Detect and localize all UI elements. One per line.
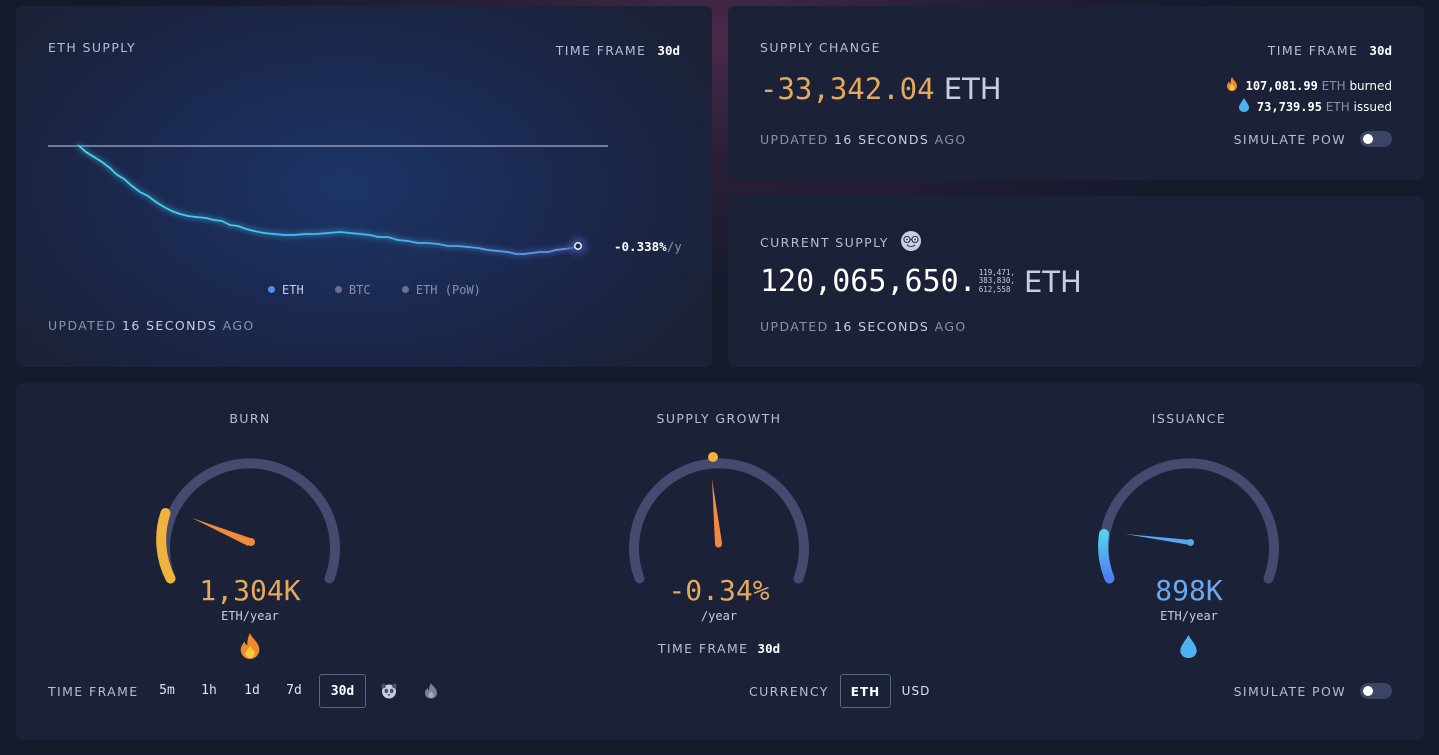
- issuance-gauge-fill: [1098, 529, 1115, 584]
- chart-end-dot[interactable]: [574, 242, 582, 250]
- legend-item-btc[interactable]: BTC: [334, 283, 371, 297]
- supply-change-updated: UPDATED 16 SECONDS AGO: [760, 132, 967, 147]
- supply-growth-gauge: SUPPLY GROWTH -0.34% /year TIME FRAME 30…: [619, 383, 819, 673]
- issuance-gauge: ISSUANCE 898K ETH/year: [1089, 383, 1289, 673]
- time-frame-30d-button[interactable]: 30d: [319, 674, 366, 708]
- eth-supply-line: [77, 144, 579, 255]
- time-frame-label: TIME FRAME: [555, 43, 647, 58]
- current-supply-card: CURRENT SUPPLY 120,065,650. 119,471, 383,8…: [728, 196, 1424, 367]
- current-supply-unit: ETH: [1023, 264, 1082, 299]
- current-supply-amount: 120,065,650. 119,471, 383,830, 612,558 ETH: [760, 264, 1082, 299]
- eth-supply-card: ETH SUPPLY TIME FRAME 30d -0.338%/y: [16, 6, 712, 367]
- supply-change-amount: -33,342.04 ETH: [760, 72, 1002, 106]
- legend-dot-btc: [334, 286, 342, 293]
- droplet-icon: [1237, 98, 1250, 118]
- legend-dot-eth: [268, 286, 275, 293]
- issuance-gauge-track: [1099, 458, 1279, 584]
- legend-dot-eth-pow: [401, 286, 409, 293]
- current-supply-value: 120,065,650.: [760, 264, 977, 299]
- burn-title: BURN: [229, 411, 271, 426]
- issuance-title: ISSUANCE: [1151, 411, 1227, 426]
- issuance-gauge-needle: [1125, 534, 1191, 545]
- burn-gauge-pivot: [247, 538, 255, 546]
- supply-growth-value: -0.34%: [668, 574, 770, 607]
- current-supply-header: CURRENT SUPPLY: [760, 230, 922, 256]
- supply-growth-unit: /year: [700, 609, 738, 623]
- fire-icon: [238, 633, 262, 663]
- supply-change-time-frame[interactable]: TIME FRAME 30d: [1267, 43, 1392, 58]
- eth-supply-chart: [48, 144, 608, 260]
- simulate-pow-toggle-top[interactable]: [1360, 131, 1392, 147]
- supply-growth-gauge-dial: [629, 452, 809, 584]
- time-frame-1h-button[interactable]: 1h: [201, 683, 217, 698]
- supply-rate-unit: /y: [666, 239, 682, 254]
- current-supply-updated: UPDATED 16 SECONDS AGO: [760, 319, 967, 334]
- legend-item-eth-pow[interactable]: ETH (PoW): [401, 283, 481, 297]
- issuance-gauge-pivot: [1187, 539, 1194, 546]
- supply-change-unit: ETH: [943, 72, 1002, 106]
- panda-icon[interactable]: [380, 682, 398, 704]
- current-supply-decimals: 119,471, 383,830, 612,558: [978, 267, 1015, 294]
- supply-change-title: SUPPLY CHANGE: [760, 40, 881, 55]
- supply-growth-gauge-needle: [712, 479, 722, 544]
- issuance-value: 898K: [1155, 574, 1223, 607]
- burn-unit: ETH/year: [221, 609, 279, 623]
- issuance-unit: ETH/year: [1160, 609, 1218, 623]
- simulate-pow-label-top: SIMULATE PoW: [1233, 132, 1346, 147]
- supply-rate: -0.338%/y: [614, 239, 682, 254]
- burn-gauge-fill: [156, 508, 176, 584]
- burn-gauge-track: [160, 458, 340, 584]
- time-frame-7d-button[interactable]: 7d: [286, 683, 302, 698]
- fire-icon: [1226, 77, 1238, 97]
- chart-legend: ETH BTC ETH (PoW): [268, 283, 481, 297]
- current-supply-title: CURRENT SUPPLY: [760, 235, 889, 250]
- issuance-gauge-dial: [1098, 458, 1279, 584]
- time-frame-value: 30d: [657, 43, 680, 58]
- eth-supply-updated: UPDATED 16 SECONDS AGO: [48, 318, 255, 333]
- supply-growth-gauge-marker: [708, 452, 718, 462]
- burn-gauge: BURN 1,304K ETH/year: [150, 383, 350, 673]
- burn-gauge-needle: [192, 518, 253, 546]
- simulate-pow-toggle[interactable]: [1360, 683, 1392, 699]
- burn-issue-summary: 107,081.99 ETH burned 73,739.95 ETH issu…: [1226, 76, 1392, 118]
- time-frame-1d-button[interactable]: 1d: [244, 683, 260, 698]
- supply-growth-title: SUPPLY GROWTH: [656, 411, 782, 426]
- eth-supply-title: ETH SUPPLY: [48, 40, 137, 55]
- nerd-face-icon: [900, 230, 922, 256]
- currency-label: CURRENCY: [749, 684, 829, 699]
- supply-change-card: SUPPLY CHANGE TIME FRAME 30d -33,342.04 …: [728, 6, 1424, 180]
- supply-growth-gauge-pivot: [715, 540, 722, 548]
- burn-gauge-dial: [156, 458, 340, 584]
- supply-growth-time-frame: TIME FRAME 30d: [657, 641, 781, 656]
- legend-item-eth[interactable]: ETH: [268, 283, 304, 297]
- supply-change-value: -33,342.04: [760, 72, 935, 106]
- currency-usd-button[interactable]: USD: [901, 684, 931, 698]
- burned-row: 107,081.99 ETH burned: [1226, 76, 1392, 97]
- toggle-knob: [1363, 686, 1373, 696]
- burn-value: 1,304K: [199, 574, 301, 607]
- gauges-card: BURN 1,304K ETH/year SUPPLY GROWTH -0.34…: [16, 383, 1424, 740]
- time-frame-5m-button[interactable]: 5m: [159, 683, 175, 698]
- issued-row: 73,739.95 ETH issued: [1226, 97, 1392, 118]
- droplet-icon: [1180, 635, 1197, 662]
- toggle-knob: [1363, 134, 1373, 144]
- supply-rate-value: -0.338%: [614, 239, 667, 254]
- supply-growth-gauge-track: [629, 458, 809, 584]
- time-frame-label: TIME FRAME: [48, 684, 139, 699]
- eth-supply-time-frame[interactable]: TIME FRAME 30d: [556, 40, 680, 59]
- simulate-pow-label: SIMULATE PoW: [1233, 684, 1346, 699]
- flame-icon[interactable]: [423, 682, 439, 703]
- currency-eth-button[interactable]: ETH: [840, 674, 891, 708]
